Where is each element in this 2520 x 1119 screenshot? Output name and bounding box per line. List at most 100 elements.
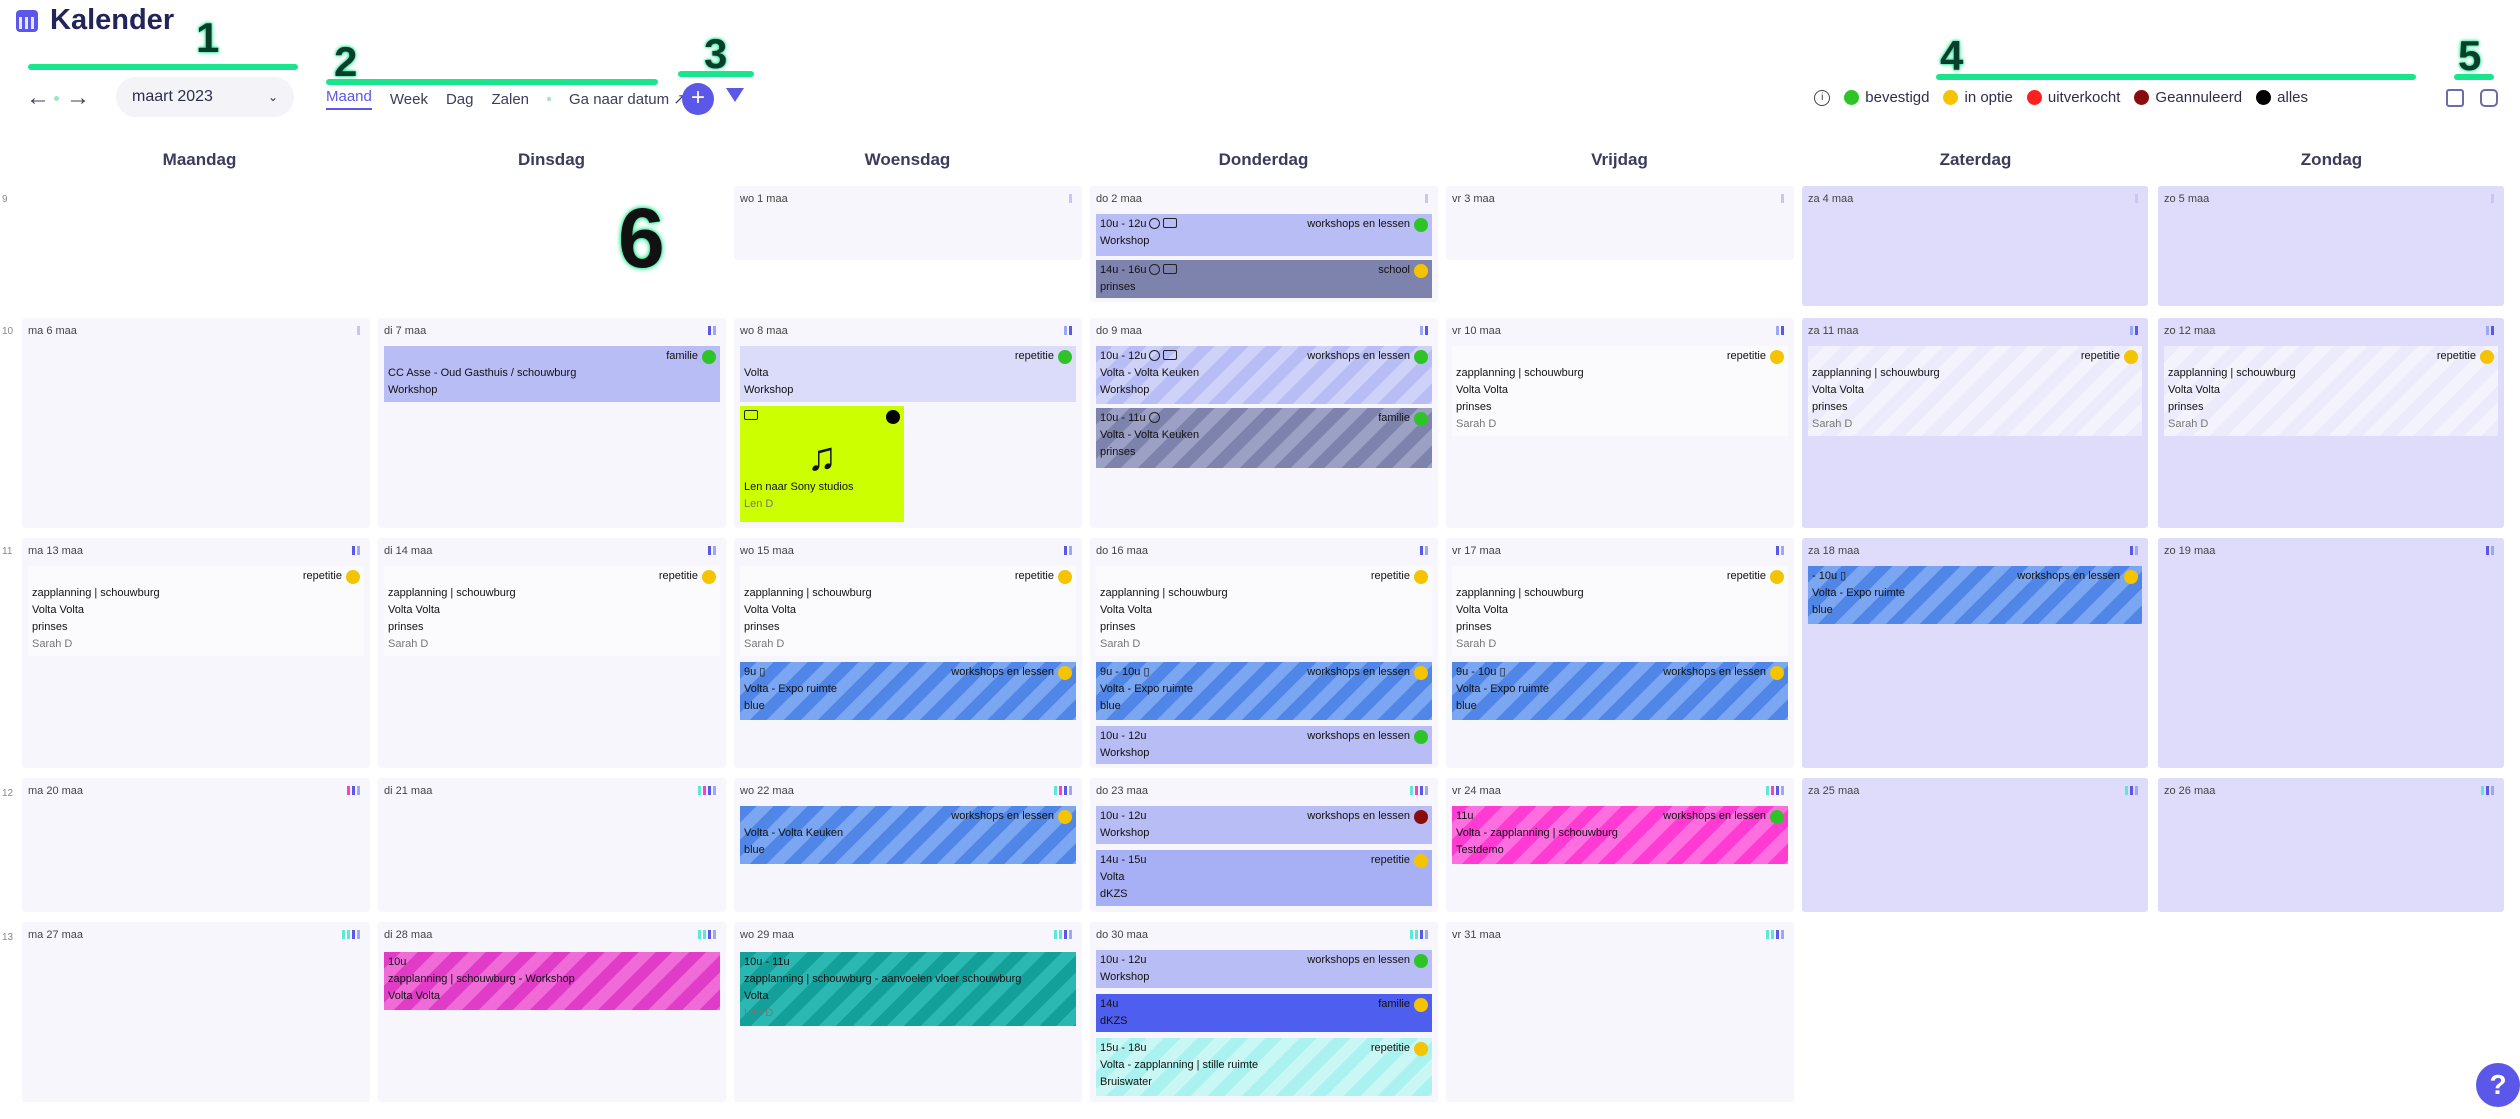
event-item[interactable]: 9u - 10u ▯ Volta - Expo ruimte blue works… (1452, 662, 1788, 720)
day-cell[interactable]: wo 8 maa Volta Workshop repetitie ♫ Len n… (734, 318, 1082, 528)
legend-geannuleerd[interactable]: Geannuleerd (2134, 89, 2242, 106)
print-icon[interactable] (2480, 89, 2498, 107)
event-item[interactable]: 15u - 18u Volta - zapplanning | stille ru… (1096, 1038, 1432, 1096)
day-cell[interactable]: di 7 maa CC Asse - Oud Gasthuis / schouw… (378, 318, 726, 528)
event-item[interactable]: 9u ▯ Volta - Expo ruimte blue workshops e… (740, 662, 1076, 720)
day-header-zaterdag: Zaterdag (1939, 150, 2012, 169)
event-item[interactable]: ♫ Len naar Sony studios Len D (740, 406, 904, 522)
event-item[interactable]: zapplanning | schouwburg Volta Volta prins… (1452, 346, 1788, 436)
event-item[interactable]: zapplanning | schouwburg Volta Volta prins… (1452, 566, 1788, 656)
day-cell[interactable]: di 21 maa (378, 778, 726, 912)
event-item[interactable]: 10u - 12u Workshop workshops en lessen (1096, 214, 1432, 256)
day-cell[interactable]: zo 26 maa (2158, 778, 2504, 912)
legend-bevestigd[interactable]: bevestigd (1844, 89, 1929, 106)
tab-maand[interactable]: Maand (326, 88, 372, 110)
day-cell[interactable]: za 18 maa - 10u ▯ Volta - Expo ruimte blu… (1802, 538, 2148, 768)
music-note-icon: ♫ (807, 435, 837, 479)
annotation-bar-4 (1936, 74, 2416, 80)
event-item[interactable]: 11u Volta - zapplanning | schouwburg Testd… (1452, 806, 1788, 864)
month-select[interactable]: maart 2023 ⌄ (116, 77, 294, 117)
day-header-woensdag: Woensdag (864, 150, 951, 169)
event-item[interactable]: CC Asse - Oud Gasthuis / schouwburg Works… (384, 346, 720, 402)
day-cell[interactable]: vr 17 maa zapplanning | schouwburg Volta … (1446, 538, 1794, 768)
event-item[interactable]: 10u - 12u Workshop workshops en lessen (1096, 726, 1432, 764)
event-item[interactable]: 14u - 15u Volta dKZS repetitie (1096, 850, 1432, 906)
help-button[interactable]: ? (2476, 1063, 2520, 1107)
day-cell[interactable]: zo 12 maa zapplanning | schouwburg Volta … (2158, 318, 2504, 528)
document-icon: ▯ (1840, 570, 1847, 582)
day-cell[interactable]: wo 29 maa 10u - 11u zapplanning | schouwb… (734, 922, 1082, 1102)
legend-optie[interactable]: in optie (1943, 89, 2013, 106)
tab-zalen[interactable]: Zalen (491, 90, 530, 108)
info-icon (1149, 264, 1161, 275)
event-item[interactable]: zapplanning | schouwburg Volta Volta prins… (28, 566, 364, 656)
info-icon[interactable]: i (1814, 89, 1831, 106)
status-legend: i bevestigd in optie uitverkocht Geannul… (1814, 89, 2308, 106)
day-cell[interactable]: do 2 maa 10u - 12u Workshop workshops en… (1090, 186, 1438, 302)
day-cell[interactable]: ma 6 maa (22, 318, 370, 528)
week-number: 12 (2, 788, 14, 799)
day-cell[interactable]: za 4 maa (1802, 186, 2148, 306)
calendar-export-icon[interactable] (2446, 89, 2464, 107)
darkred-dot-icon (2134, 90, 2150, 105)
day-cell[interactable]: zo 19 maa (2158, 538, 2504, 768)
event-item[interactable]: 10u - 11u Volta - Volta Keuken prinses fa… (1096, 408, 1432, 468)
event-item[interactable]: 10u - 12u Workshop workshops en lessen (1096, 950, 1432, 988)
day-cell[interactable]: do 23 maa 10u - 12u Workshop workshops en… (1090, 778, 1438, 912)
event-item[interactable]: 10u - 12u Volta - Volta Keuken Workshop w… (1096, 346, 1432, 404)
tab-week[interactable]: Week (389, 90, 428, 108)
day-cell[interactable]: vr 24 maa 11u Volta - zapplanning | schou… (1446, 778, 1794, 912)
day-header-maandag: Maandag (162, 150, 237, 169)
event-item[interactable]: 10u zapplanning | schouwburg - Workshop Vo… (384, 952, 720, 1010)
day-cell[interactable]: za 25 maa (1802, 778, 2148, 912)
today-dot[interactable] (54, 96, 59, 101)
week-number: 13 (2, 932, 14, 943)
goto-date-link[interactable]: Ga naar datum ↗ (569, 91, 686, 108)
event-item[interactable]: 10u - 12u Workshop workshops en lessen (1096, 806, 1432, 844)
day-header-zondag: Zondag (2300, 150, 2363, 169)
day-cell[interactable]: vr 3 maa (1446, 186, 1794, 260)
event-item[interactable]: 14u dKZS familie (1096, 994, 1432, 1032)
event-item[interactable]: zapplanning | schouwburg Volta Volta prins… (1096, 566, 1432, 656)
event-item[interactable]: 10u - 11u zapplanning | schouwburg - aanv… (740, 952, 1076, 1026)
annotation-1: 1 (196, 14, 220, 61)
chat-icon (744, 410, 758, 420)
day-cell[interactable]: ma 27 maa (22, 922, 370, 1102)
event-item[interactable]: Volta Workshop repetitie (740, 346, 1076, 402)
next-month-button[interactable]: → (66, 84, 90, 111)
tab-dag[interactable]: Dag (445, 90, 474, 108)
day-cell[interactable]: wo 22 maa Volta - Volta Keuken blue works… (734, 778, 1082, 912)
chevron-down-icon: ⌄ (267, 90, 278, 104)
event-item[interactable]: zapplanning | schouwburg Volta Volta prins… (384, 566, 720, 656)
legend-alles[interactable]: alles (2256, 89, 2308, 106)
day-cell[interactable]: wo 15 maa zapplanning | schouwburg Volta … (734, 538, 1082, 768)
day-cell[interactable]: vr 31 maa (1446, 922, 1794, 1102)
event-item[interactable]: zapplanning | schouwburg Volta Volta prins… (740, 566, 1076, 656)
day-cell[interactable]: ma 20 maa (22, 778, 370, 912)
day-cell[interactable]: di 14 maa zapplanning | schouwburg Volta … (378, 538, 726, 768)
event-item[interactable]: 9u - 10u ▯ Volta - Expo ruimte blue works… (1096, 662, 1432, 720)
event-item[interactable]: - 10u ▯ Volta - Expo ruimte blue workshop… (1808, 566, 2142, 624)
day-cell[interactable]: za 11 maa zapplanning | schouwburg Volta … (1802, 318, 2148, 528)
filter-icon[interactable] (726, 88, 744, 102)
event-item[interactable]: 14u - 16u prinses school (1096, 260, 1432, 298)
add-event-button[interactable]: + (682, 83, 714, 115)
document-icon: ▯ (1499, 666, 1506, 678)
day-cell[interactable]: do 30 maa 10u - 12u Workshop workshops en… (1090, 922, 1438, 1102)
event-item[interactable]: Volta - Volta Keuken blue workshops en le… (740, 806, 1076, 864)
annotation-bar-2 (326, 79, 658, 85)
calendar-icon (16, 9, 38, 32)
day-cell[interactable]: vr 10 maa zapplanning | schouwburg Volta … (1446, 318, 1794, 528)
day-cell[interactable]: ma 13 maa zapplanning | schouwburg Volta … (22, 538, 370, 768)
event-item[interactable]: zapplanning | schouwburg Volta Volta prins… (2164, 346, 2498, 436)
event-item[interactable]: zapplanning | schouwburg Volta Volta prins… (1808, 346, 2142, 436)
info-icon (1149, 218, 1161, 229)
day-cell[interactable]: di 28 maa 10u zapplanning | schouwburg - … (378, 922, 726, 1102)
legend-uitverkocht[interactable]: uitverkocht (2026, 89, 2120, 106)
day-cell[interactable]: zo 5 maa (2158, 186, 2504, 306)
day-cell[interactable]: do 16 maa zapplanning | schouwburg Volta … (1090, 538, 1438, 768)
prev-month-button[interactable]: ← (26, 84, 50, 111)
day-header-donderdag: Donderdag (1218, 150, 1309, 169)
day-cell[interactable]: do 9 maa 10u - 12u Volta - Volta Keuken W… (1090, 318, 1438, 528)
day-cell[interactable]: wo 1 maa (734, 186, 1082, 260)
